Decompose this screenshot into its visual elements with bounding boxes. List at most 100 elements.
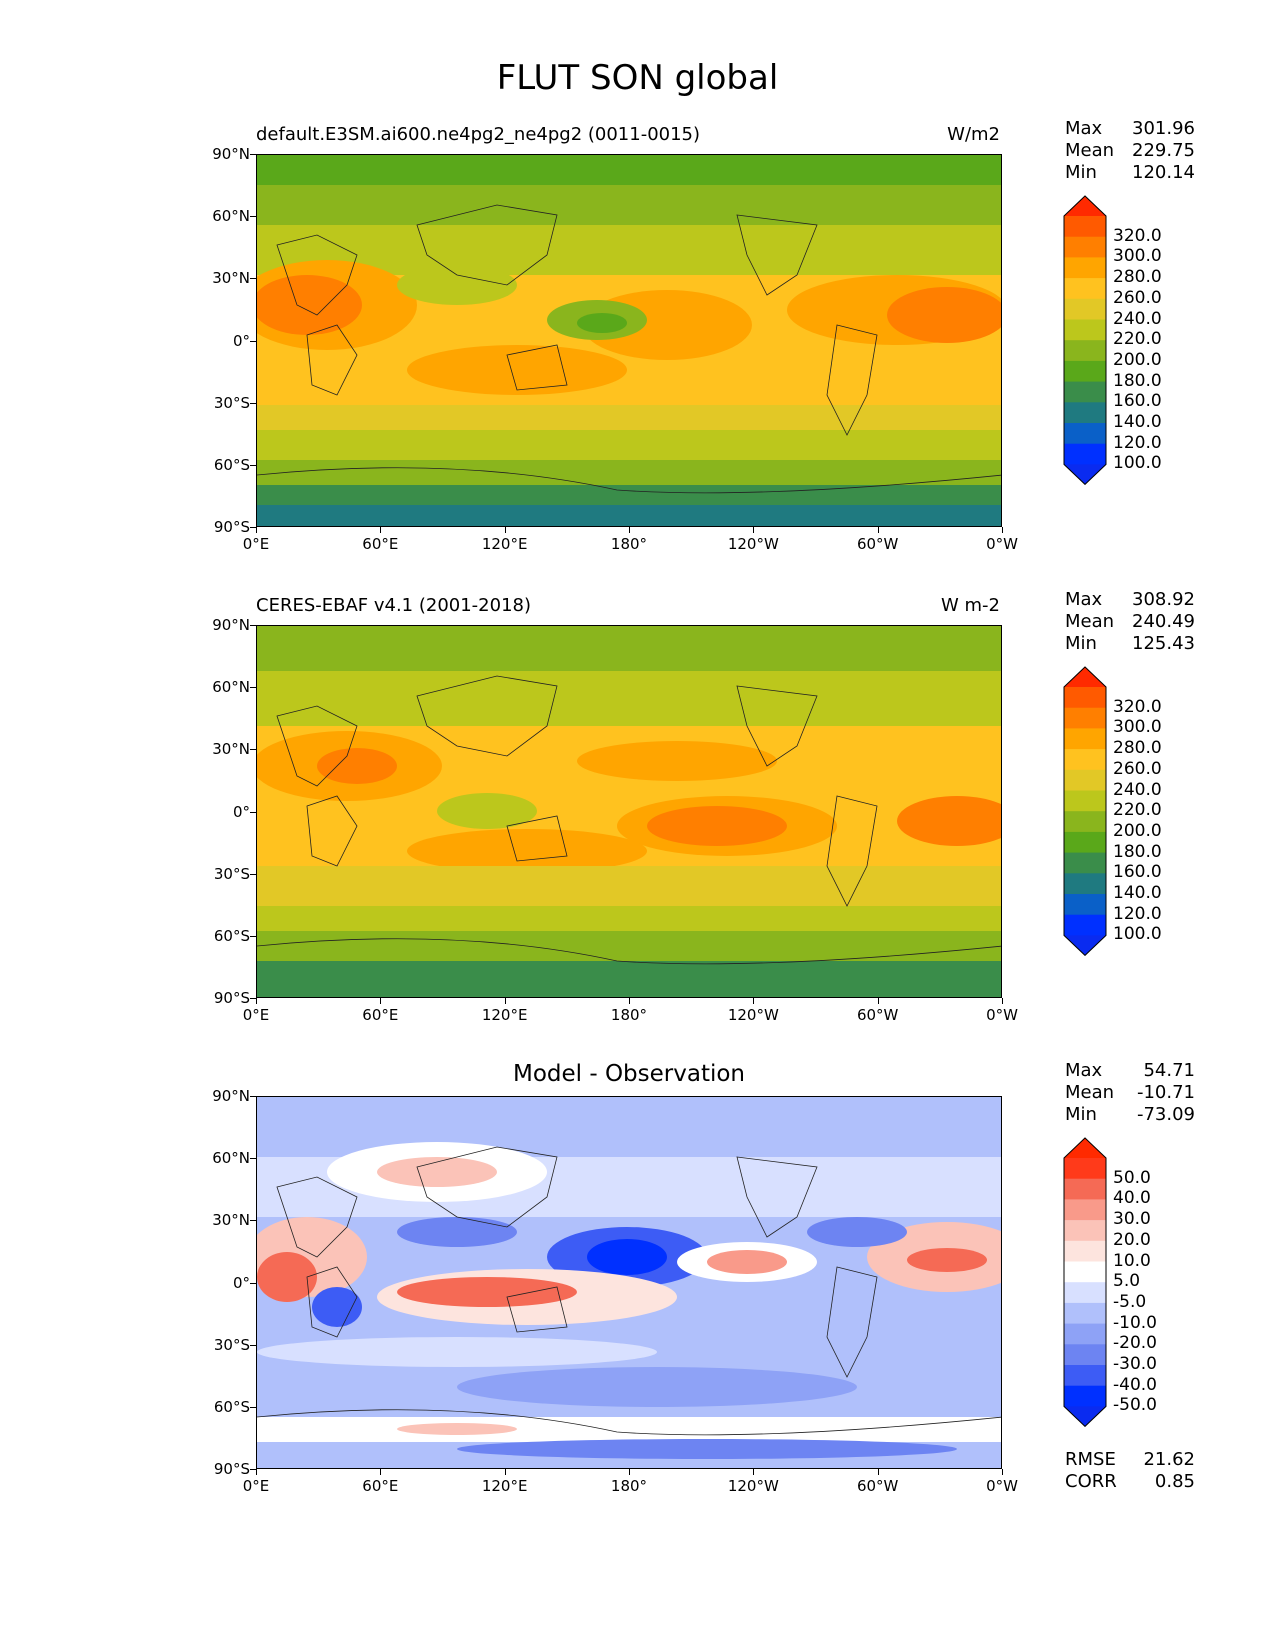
lat-tick-label: 90°N <box>212 616 250 634</box>
lon-tick-label: 180° <box>610 535 648 553</box>
stat-label: Mean <box>1065 140 1115 161</box>
colorbar-tick-label: 140.0 <box>1113 883 1162 903</box>
lon-tick-mark <box>1002 1469 1003 1475</box>
lat-tick-label: 30°N <box>212 1211 250 1230</box>
colorbar-tick-label: 180.0 <box>1113 370 1162 391</box>
colorbar-tick-label: -30.0 <box>1113 1354 1157 1374</box>
lat-tick-mark <box>250 1158 256 1160</box>
colorbar-bin <box>1064 852 1106 874</box>
colorbar-bin <box>1064 1385 1106 1407</box>
colorbar-bin <box>1064 1178 1106 1200</box>
colorbar-tick-label: 200.0 <box>1113 820 1162 841</box>
colorbar-bin <box>1064 1302 1106 1325</box>
lon-tick-label: 60°E <box>362 1006 399 1024</box>
colorbar-bin <box>1064 298 1106 320</box>
stat-row: Min 125.43 <box>1065 633 1195 655</box>
colorbar-bin <box>1064 381 1106 403</box>
lon-tick-mark <box>256 1469 257 1475</box>
lat-tick-label: 90°S <box>213 1460 250 1478</box>
colorbar-bin <box>1064 1282 1106 1304</box>
lat-tick-mark <box>250 154 256 155</box>
lat-tick-label: 60°N <box>212 1149 250 1168</box>
lon-tick-mark <box>256 527 257 533</box>
colorbar-outline <box>1063 666 1107 957</box>
lat-tick-label: 30°N <box>212 269 250 288</box>
colorbar-bin <box>1064 1323 1106 1345</box>
colorbar-tick-label: -40.0 <box>1113 1374 1157 1395</box>
colorbar-tick-label: -20.0 <box>1113 1333 1157 1354</box>
lat-tick-label: 60°S <box>213 455 250 474</box>
colorbar-tick-label: 220.0 <box>1113 329 1162 350</box>
lon-tick-label: 0°W <box>986 1006 1018 1024</box>
lat-tick-mark <box>250 1220 256 1222</box>
lon-tick-label: 120°E <box>481 1006 528 1024</box>
stat-value: 21.62 <box>1143 1449 1195 1470</box>
colorbar-bin <box>1064 1365 1106 1387</box>
panel-units: W m-2 <box>940 595 1000 616</box>
lon-tick-mark <box>629 1469 630 1475</box>
lon-tick-mark <box>380 998 382 1004</box>
lon-tick-mark <box>877 527 879 533</box>
colorbar-extend-max <box>1064 667 1106 687</box>
panel-obs: CERES-EBAF v4.1 (2001-2018) W m-2 <box>0 0 1275 998</box>
colorbar-extend-max <box>1064 196 1106 216</box>
colorbar-bin <box>1064 1158 1106 1180</box>
colorbar-tick-label: 260.0 <box>1113 287 1162 308</box>
stat-label: CORR <box>1065 1471 1117 1492</box>
colorbar-bin <box>1064 360 1106 383</box>
lon-tick-label: 180° <box>610 1477 648 1495</box>
lon-tick-mark <box>504 1469 506 1475</box>
colorbar-bin <box>1064 894 1106 916</box>
colorbar-bin <box>1064 216 1106 238</box>
colorbar-bin <box>1064 687 1106 709</box>
stat-row: Max 301.96 <box>1065 118 1195 140</box>
colorbar-bin <box>1064 319 1106 341</box>
stat-value: -10.71 <box>1136 1082 1195 1103</box>
lat-tick-label: 90°S <box>213 989 250 1007</box>
lat-tick-label: 30°S <box>213 1335 250 1354</box>
stat-label: Min <box>1065 162 1097 183</box>
stats-box: Max 308.92 Mean 240.49 Min 125.43 <box>1065 589 1195 655</box>
colorbar-bin <box>1064 707 1106 729</box>
colorbar-bin <box>1064 1240 1106 1262</box>
colorbar-tick-label: -10.0 <box>1113 1312 1157 1333</box>
colorbar <box>1063 195 1107 486</box>
lat-tick-label: 90°S <box>213 518 250 536</box>
colorbar-bin <box>1064 278 1106 300</box>
panel-units: W/m2 <box>947 124 1000 145</box>
colorbar-bin <box>1064 443 1106 465</box>
colorbar-tick-label: 40.0 <box>1113 1188 1151 1209</box>
stat-value: 308.92 <box>1132 589 1195 610</box>
lat-tick-mark <box>250 216 256 218</box>
lat-tick-mark <box>250 811 256 813</box>
colorbar-bin <box>1064 769 1106 791</box>
colorbar-extend-min <box>1064 935 1106 956</box>
stat-value: -73.09 <box>1136 1104 1195 1125</box>
lat-tick-mark <box>250 749 256 751</box>
lon-tick-label: 180° <box>610 1006 648 1024</box>
lon-tick-label: 60°W <box>856 1006 899 1024</box>
stat-label: Max <box>1065 118 1103 139</box>
stat-value: 229.75 <box>1132 140 1195 161</box>
colorbar-tick-label: 240.0 <box>1113 308 1162 329</box>
lat-tick-label: 60°S <box>213 1397 250 1416</box>
stat-label: Mean <box>1065 611 1115 632</box>
lat-tick-mark <box>250 1282 256 1284</box>
lat-tick-mark <box>250 1096 256 1097</box>
lat-tick-mark <box>250 464 256 466</box>
stat-row: Mean 240.49 <box>1065 611 1195 633</box>
colorbar-bin <box>1064 873 1106 895</box>
lon-tick-mark <box>629 527 630 533</box>
colorbar-bin <box>1064 790 1106 812</box>
lat-tick-mark <box>250 527 256 528</box>
lon-tick-label: 0°E <box>242 1477 270 1495</box>
lon-tick-label: 60°E <box>362 535 399 553</box>
lat-tick-label: 90°N <box>212 145 250 163</box>
colorbar-tick-label: 280.0 <box>1113 267 1162 288</box>
colorbar-tick-label: -5.0 <box>1113 1291 1147 1312</box>
colorbar-tick-label: 140.0 <box>1113 412 1162 432</box>
lon-tick-mark <box>1002 998 1003 1004</box>
lon-tick-label: 120°W <box>727 535 779 553</box>
lon-tick-label: 0°E <box>242 1006 270 1024</box>
colorbar-tick-label: 300.0 <box>1113 717 1162 738</box>
